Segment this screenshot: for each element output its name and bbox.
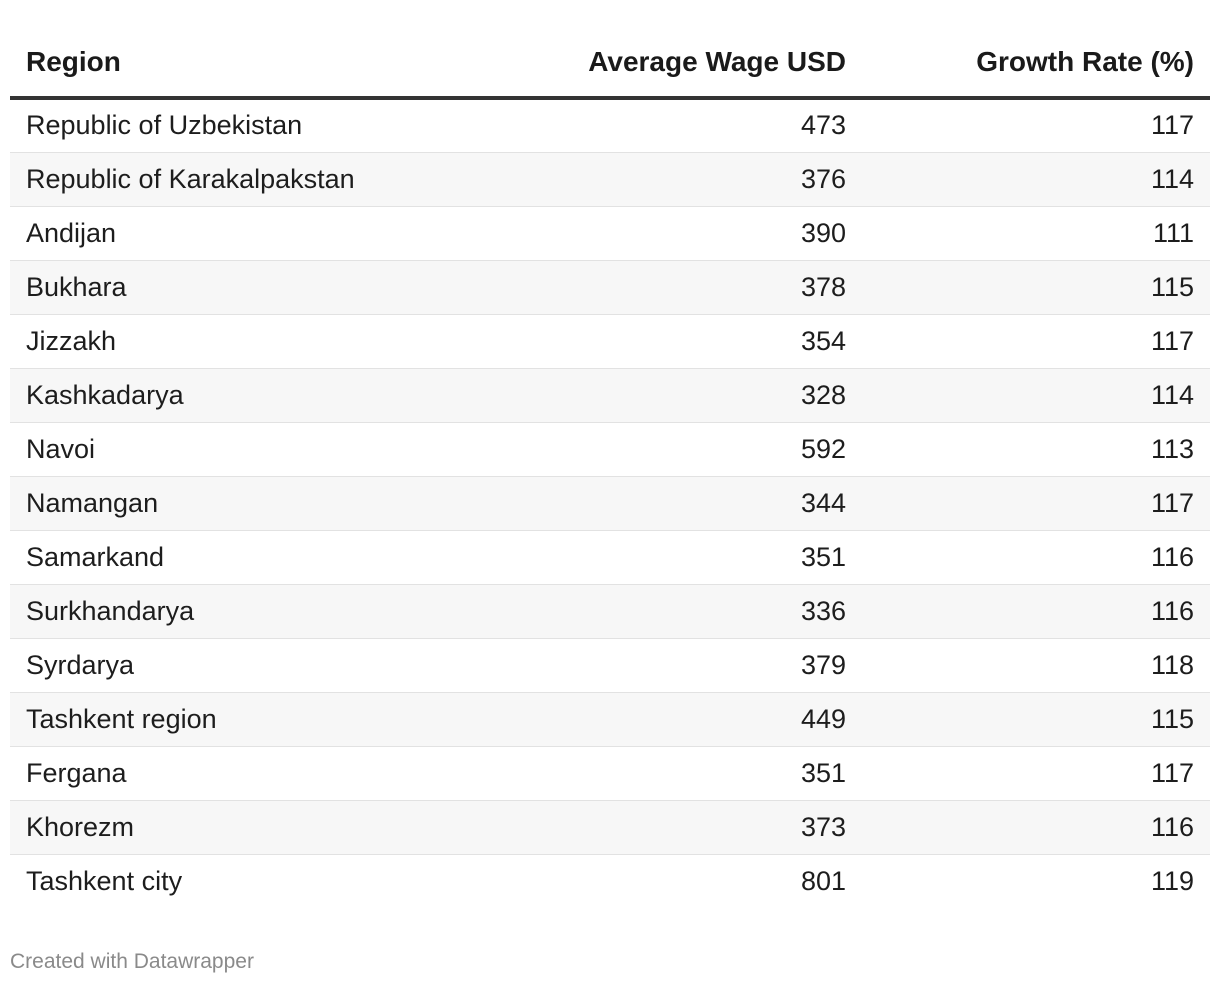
growth-rate-cell: 116 <box>862 800 1210 855</box>
column-header-region[interactable]: Region <box>10 28 570 100</box>
data-table-container: Region Average Wage USD Growth Rate (%) … <box>10 28 1210 908</box>
average-wage-cell: 351 <box>570 530 862 585</box>
growth-rate-cell: 119 <box>1150 865 1194 896</box>
region-cell: Fergana <box>10 746 570 801</box>
region-cell: Andijan <box>10 206 570 261</box>
region-cell: Surkhandarya <box>10 584 570 639</box>
table-row: Navoi 592 113 <box>10 422 1210 477</box>
region-cell: Tashkent region <box>10 692 570 747</box>
data-table: Region Average Wage USD Growth Rate (%) … <box>10 28 1210 908</box>
table-row: Bukhara 378 115 <box>10 260 1210 315</box>
average-wage-cell: 351 <box>570 746 862 801</box>
average-wage-cell: 801 <box>800 865 846 896</box>
average-wage-cell: 379 <box>570 638 862 693</box>
table-row: Jizzakh 354 117 <box>10 314 1210 369</box>
growth-rate-cell: 117 <box>862 746 1210 801</box>
region-cell: Bukhara <box>10 260 570 315</box>
average-wage-cell: 378 <box>570 260 862 315</box>
average-wage-cell: 390 <box>570 206 862 261</box>
table-row: Khorezm 373 116 <box>10 800 1210 855</box>
average-wage-cell: 376 <box>570 152 862 207</box>
average-wage-cell: 449 <box>570 692 862 747</box>
region-cell: Namangan <box>10 476 570 531</box>
growth-rate-cell: 116 <box>862 584 1210 639</box>
table-header: Region Average Wage USD Growth Rate (%) <box>10 28 1210 100</box>
growth-rate-cell: 111 <box>862 206 1210 261</box>
growth-rate-cell: 117 <box>862 314 1210 369</box>
region-cell: Republic of Uzbekistan <box>10 98 570 153</box>
table-row: Samarkand 351 116 <box>10 530 1210 585</box>
header-row: Region Average Wage USD Growth Rate (%) <box>10 28 1210 100</box>
average-wage-cell: 373 <box>570 800 862 855</box>
growth-rate-cell: 113 <box>862 422 1210 477</box>
growth-rate-cell: 118 <box>862 638 1210 693</box>
table-row: Tashkent region 449 115 <box>10 692 1210 747</box>
datawrapper-credit: Created with Datawrapper <box>10 950 254 973</box>
region-cell: Jizzakh <box>10 314 570 369</box>
table-body: Republic of Uzbekistan 473 117 Republic of … <box>10 98 1210 908</box>
growth-rate-cell: 117 <box>862 476 1210 531</box>
growth-rate-cell: 114 <box>862 368 1210 423</box>
growth-rate-cell: 115 <box>862 692 1210 747</box>
table-row: Namangan 344 117 <box>10 476 1210 531</box>
average-wage-cell: 354 <box>570 314 862 369</box>
table-row: Kashkadarya 328 114 <box>10 368 1210 423</box>
column-header-average-wage[interactable]: Average Wage USD <box>570 28 862 100</box>
growth-rate-cell: 116 <box>862 530 1210 585</box>
average-wage-cell: 592 <box>570 422 862 477</box>
table-row: Fergana 351 117 <box>10 746 1210 801</box>
column-header-growth-rate[interactable]: Growth Rate (%) <box>862 28 1210 100</box>
average-wage-cell: 344 <box>570 476 862 531</box>
growth-rate-cell: 114 <box>862 152 1210 207</box>
average-wage-cell: 473 <box>570 98 862 153</box>
table-row: Republic of Karakalpakstan 376 114 <box>10 152 1210 207</box>
table-row: Republic of Uzbekistan 473 117 <box>10 98 1210 153</box>
average-wage-cell: 336 <box>570 584 862 639</box>
growth-rate-cell: 117 <box>862 98 1210 153</box>
region-cell: Navoi <box>10 422 570 477</box>
average-wage-cell: 328 <box>570 368 862 423</box>
region-cell: Republic of Karakalpakstan <box>10 152 570 207</box>
table-row: Surkhandarya 336 116 <box>10 584 1210 639</box>
region-cell: Tashkent city <box>26 865 183 896</box>
region-cell: Khorezm <box>10 800 570 855</box>
table-row: Tashkent city 801 119 <box>10 854 1210 908</box>
region-cell: Syrdarya <box>10 638 570 693</box>
table-row: Syrdarya 379 118 <box>10 638 1210 693</box>
table-row: Andijan 390 111 <box>10 206 1210 261</box>
region-cell: Samarkand <box>10 530 570 585</box>
region-cell: Kashkadarya <box>10 368 570 423</box>
growth-rate-cell: 115 <box>862 260 1210 315</box>
